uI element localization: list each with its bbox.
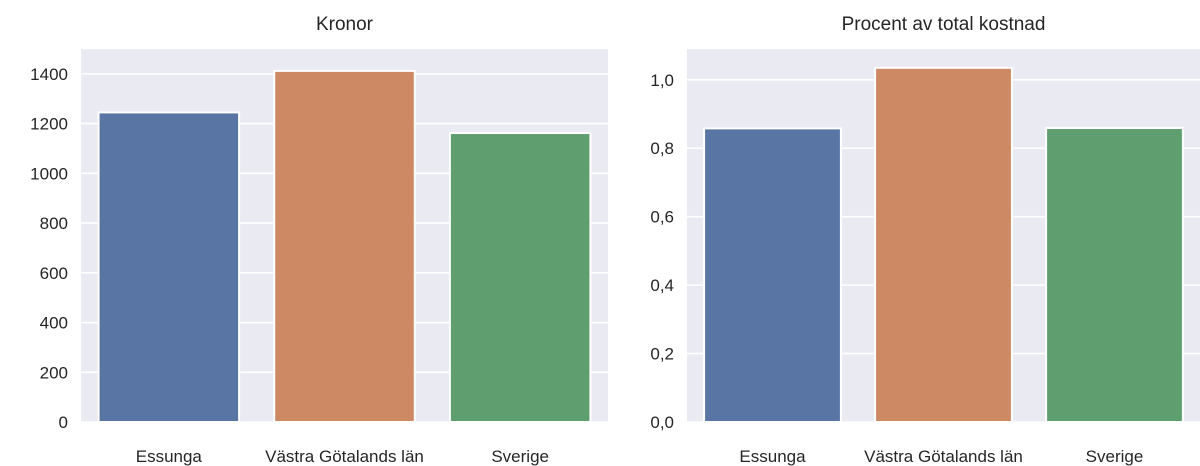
y-tick-label: 0,0 <box>650 413 674 432</box>
y-tick-label: 1400 <box>30 65 68 84</box>
chart-title: Kronor <box>316 14 374 35</box>
y-tick-label: 200 <box>40 363 68 382</box>
bar <box>703 127 842 423</box>
y-tick-label: 1,0 <box>650 71 674 90</box>
x-tick-label: Sverige <box>491 447 549 466</box>
bar <box>1045 127 1184 424</box>
x-tick-label: Västra Götalands län <box>864 447 1023 466</box>
y-tick-label: 0,6 <box>650 208 674 227</box>
bar <box>273 69 416 424</box>
x-tick-label: Essunga <box>136 447 203 466</box>
y-tick-label: 800 <box>40 214 68 233</box>
bar <box>97 111 241 423</box>
y-tick-label: 0,2 <box>650 345 674 364</box>
chart-kronor: 0 200 400 600 800 1000 1200 1400 Essunga Västra G… <box>30 14 608 466</box>
chart-procent-av-total-kostnad: 0,0 0,2 0,4 0,6 0,8 1,0 Essunga Västra Götaland… <box>650 14 1200 466</box>
x-tick-label: Västra Götalands län <box>265 447 424 466</box>
chart-title: Procent av total kostnad <box>842 14 1046 35</box>
bar <box>448 132 592 423</box>
y-tick-label: 0,8 <box>650 139 674 158</box>
x-tick-label: Essunga <box>739 447 806 466</box>
y-tick-label: 0,4 <box>650 276 674 295</box>
bar <box>874 66 1013 423</box>
y-tick-label: 1000 <box>30 164 68 183</box>
y-tick-label: 1200 <box>30 115 68 134</box>
y-tick-label: 0 <box>59 413 68 432</box>
y-tick-label: 400 <box>40 314 68 333</box>
y-tick-label: 600 <box>40 264 68 283</box>
x-tick-label: Sverige <box>1086 447 1144 466</box>
